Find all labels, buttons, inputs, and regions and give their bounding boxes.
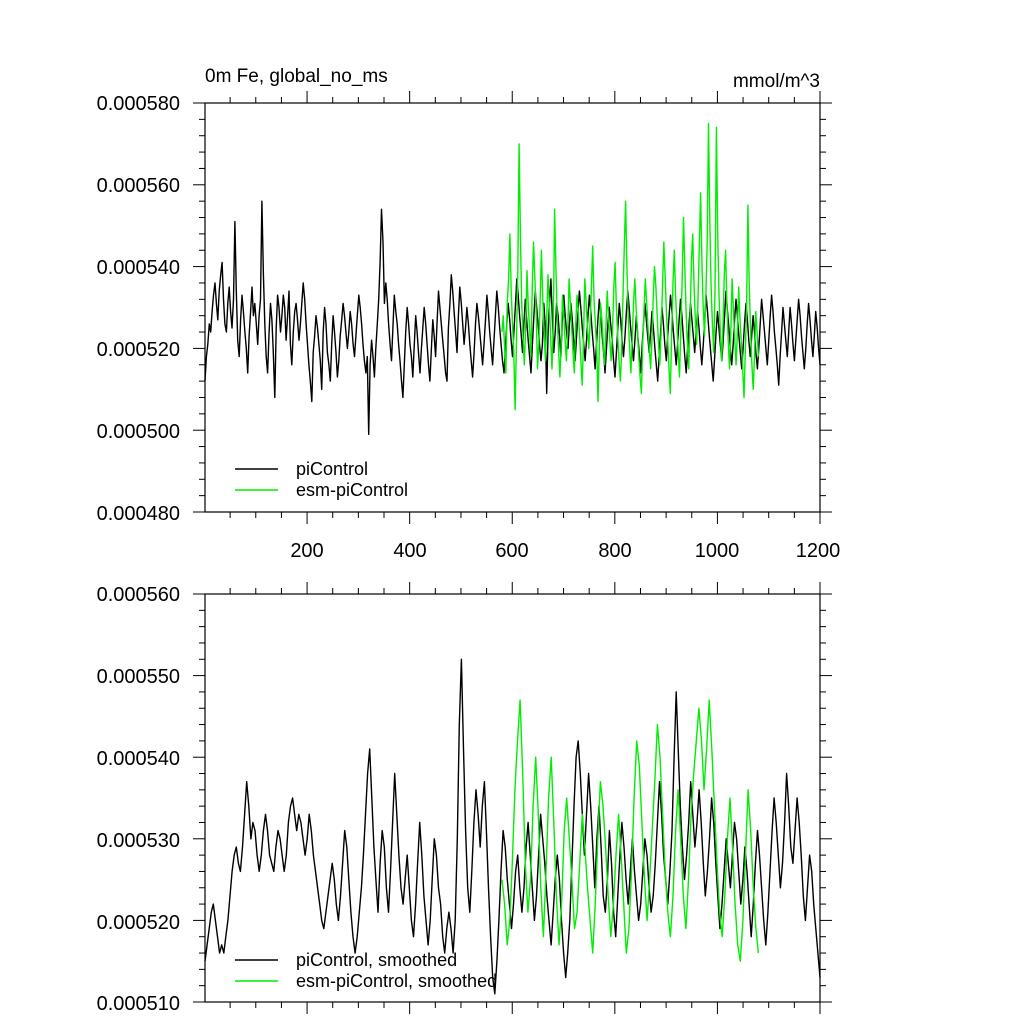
y-tick-label: 0.000480 <box>97 503 180 525</box>
legend-label: piControl, smoothed <box>296 950 457 970</box>
series-line-esm-picontrol <box>501 122 760 411</box>
x-tick-label: 1000 <box>695 540 740 562</box>
y-tick-label: 0.000540 <box>97 257 180 279</box>
y-tick-label: 0.000550 <box>97 666 180 688</box>
legend: piControl esm-piControl <box>235 459 408 500</box>
x-tick-label: 1200 <box>796 540 841 562</box>
tick-marks <box>193 91 832 524</box>
y-tick-label: 0.000510 <box>97 993 180 1015</box>
plot-frame <box>204 593 821 1003</box>
x-tick-label: 200 <box>290 540 323 562</box>
y-tick-label: 0.000500 <box>97 421 180 443</box>
series-line-picontrol <box>204 200 821 435</box>
legend-label: piControl <box>296 459 368 479</box>
series-group <box>204 658 821 995</box>
legend-label: esm-piControl, smoothed <box>296 971 497 991</box>
y-tick-label: 0.000580 <box>97 93 180 115</box>
tick-marks <box>193 582 832 1014</box>
x-tick-label: 600 <box>495 540 528 562</box>
chart-bottom: 0.000560 0.000550 0.000540 0.000530 0.00… <box>97 582 832 1015</box>
units-label: mmol/m^3 <box>733 71 820 92</box>
y-tick-label: 0.000540 <box>97 748 180 770</box>
x-tick-label: 400 <box>393 540 426 562</box>
y-tick-label: 0.000520 <box>97 339 180 361</box>
legend-label: esm-piControl <box>296 480 408 500</box>
series-line-picontrol-smoothed <box>204 658 821 995</box>
x-tick-label: 800 <box>598 540 631 562</box>
series-line-esm-picontrol-smoothed <box>501 699 760 962</box>
chart-top: 0m Fe, global_no_ms mmol/m^3 0.000580 0.… <box>97 66 841 562</box>
legend: piControl, smoothed esm-piControl, smoot… <box>235 950 497 991</box>
y-tick-label: 0.000530 <box>97 830 180 852</box>
y-tick-label: 0.000560 <box>97 584 180 606</box>
y-tick-label: 0.000560 <box>97 175 180 197</box>
y-tick-label: 0.000520 <box>97 912 180 934</box>
chart-title: 0m Fe, global_no_ms <box>205 66 388 87</box>
series-group <box>204 122 821 435</box>
